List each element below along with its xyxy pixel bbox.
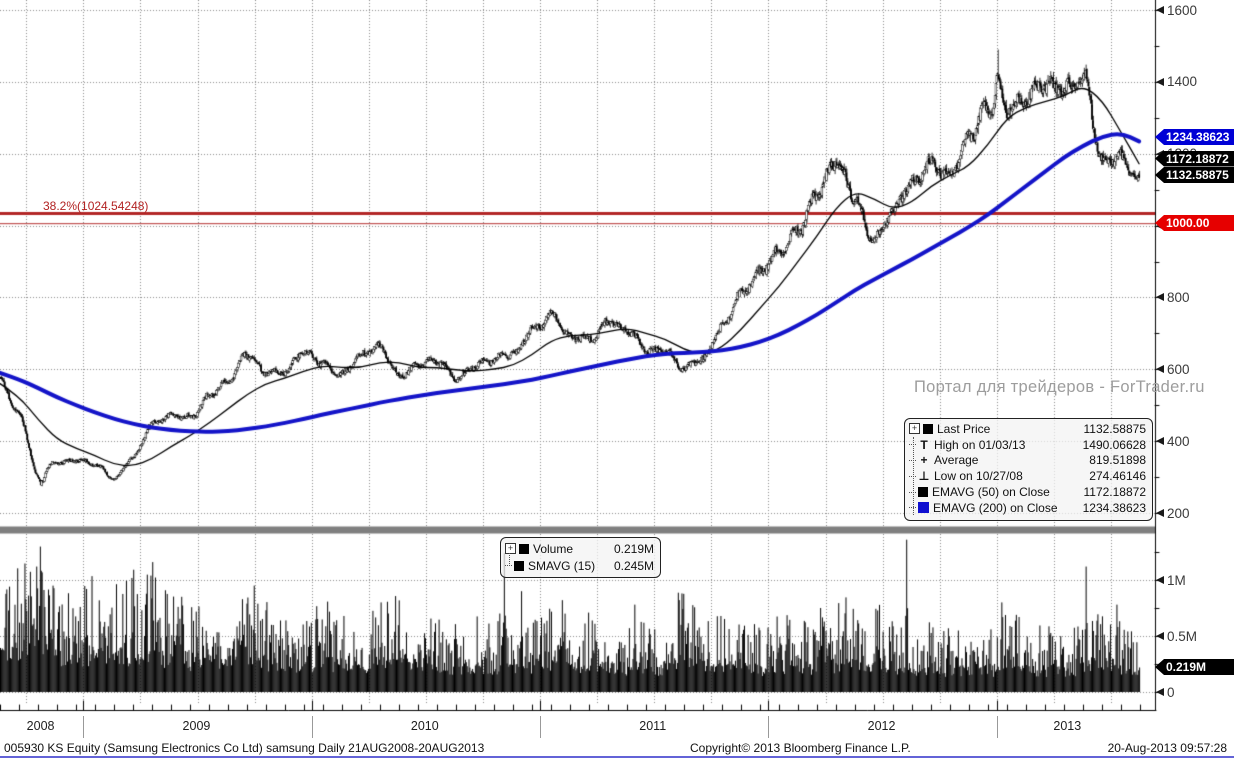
legend-value: 1132.58875 [1083, 421, 1146, 436]
legend-row-emavg50[interactable]: EMAVG (50) on Close 1172.18872 [909, 484, 1146, 500]
expand-box-icon[interactable]: + [909, 423, 920, 435]
volume-tick-label: 0.5M [1156, 628, 1197, 644]
year-separator [768, 716, 770, 738]
price-tag-level-1000: 1000.00 [1155, 215, 1234, 231]
legend-value: 1234.38623 [1082, 500, 1146, 515]
legend-value: 819.51898 [1089, 453, 1146, 468]
volume-marker-icon [519, 543, 529, 554]
year-label-2008[interactable]: 2008 [26, 719, 55, 733]
year-label-2009[interactable]: 2009 [182, 719, 211, 733]
legend-row-high[interactable]: T High on 01/03/13 1490.06628 [909, 437, 1146, 453]
legend-label: Average [934, 453, 979, 468]
volume-tick-label: 1M [1156, 572, 1186, 588]
expand-box-icon[interactable]: + [505, 543, 516, 554]
tick-arrow-icon [1156, 6, 1164, 14]
legend-label: High on 01/03/13 [934, 437, 1026, 452]
price-tick-label: 200 [1156, 505, 1190, 521]
volume-tick-label: 0 [1156, 684, 1175, 700]
year-label-2011[interactable]: 2011 [639, 719, 667, 733]
bottom-accent-line [0, 756, 1234, 758]
smavg-marker-icon [514, 560, 524, 571]
legend-value: 0.219M [613, 541, 654, 556]
high-marker-icon: T [920, 437, 928, 452]
legend-label: Volume [533, 541, 574, 556]
legend-row-emavg200[interactable]: EMAVG (200) on Close 1234.38623 [909, 500, 1146, 516]
legend-label: Last Price [937, 421, 991, 436]
low-marker-icon: ⊥ [918, 469, 930, 484]
copyright-text: Copyright© 2013 Bloomberg Finance L.P. [690, 741, 911, 755]
tick-arrow-icon [1156, 293, 1164, 302]
year-label-2013[interactable]: 2013 [1053, 719, 1082, 733]
price-tick-label: 600 [1156, 361, 1190, 377]
security-description[interactable]: 005930 KS Equity (Samsung Electronics Co… [4, 741, 485, 755]
price-tag-last: 1132.58875 [1155, 167, 1234, 183]
average-marker-icon: + [920, 453, 928, 468]
year-separator [540, 716, 542, 738]
legend-row-smavg[interactable]: SMAVG (15) 0.245M [505, 557, 654, 574]
legend-row-average[interactable]: + Average 819.51898 [909, 453, 1146, 469]
legend-value: 274.46146 [1089, 469, 1146, 484]
price-tag-emavg200: 1234.38623 [1155, 129, 1234, 145]
legend-row-volume[interactable]: + Volume 0.219M [505, 540, 654, 557]
status-bar: 005930 KS Equity (Samsung Electronics Co… [0, 740, 1234, 758]
price-tick-label: 400 [1156, 433, 1190, 449]
legend-value: 1490.06628 [1082, 437, 1146, 452]
legend-label: Low on 10/27/08 [934, 469, 1023, 484]
year-separator [996, 716, 998, 738]
price-tick-label: 1400 [1156, 74, 1197, 90]
year-label-2012[interactable]: 2012 [867, 719, 896, 733]
year-separator [83, 716, 85, 738]
tick-arrow-icon [1156, 632, 1164, 640]
price-tag-emavg50: 1172.18872 [1155, 150, 1234, 167]
fib-retracement-label[interactable]: 38.2%(1024.54248) [43, 199, 149, 213]
year-label-2010[interactable]: 2010 [410, 719, 439, 733]
last-price-marker-icon [923, 423, 933, 434]
price-legend[interactable]: + Last Price 1132.58875 T High on 01/03/… [904, 418, 1153, 521]
emavg50-marker-icon [918, 487, 928, 498]
legend-label: EMAVG (200) on Close [933, 500, 1058, 515]
legend-row-last-price[interactable]: + Last Price 1132.58875 [909, 421, 1146, 437]
tick-arrow-icon [1156, 576, 1164, 584]
tick-arrow-icon [1156, 77, 1164, 86]
legend-label: EMAVG (50) on Close [932, 485, 1050, 500]
price-tick-label: 1600 [1156, 2, 1197, 18]
volume-tag-last: 0.219M [1155, 659, 1234, 675]
tick-arrow-icon [1156, 509, 1164, 517]
tick-arrow-icon [1156, 149, 1164, 158]
legend-value: 1172.18872 [1083, 485, 1146, 500]
price-tick-label: 800 [1156, 289, 1190, 305]
legend-label: SMAVG (15) [528, 558, 596, 573]
tick-arrow-icon [1156, 688, 1164, 696]
emavg200-marker-icon [918, 502, 929, 514]
legend-value: 0.245M [613, 558, 654, 573]
tick-arrow-icon [1156, 437, 1164, 446]
volume-legend[interactable]: + Volume 0.219M SMAVG (15) 0.245M [500, 537, 661, 578]
year-separator [311, 716, 313, 738]
legend-row-low[interactable]: ⊥ Low on 10/27/08 274.46146 [909, 468, 1146, 484]
tick-arrow-icon [1156, 365, 1164, 374]
timestamp: 20-Aug-2013 09:57:28 [1107, 741, 1227, 755]
watermark: Портал для трейдеров - ForTrader.ru [914, 378, 1205, 396]
